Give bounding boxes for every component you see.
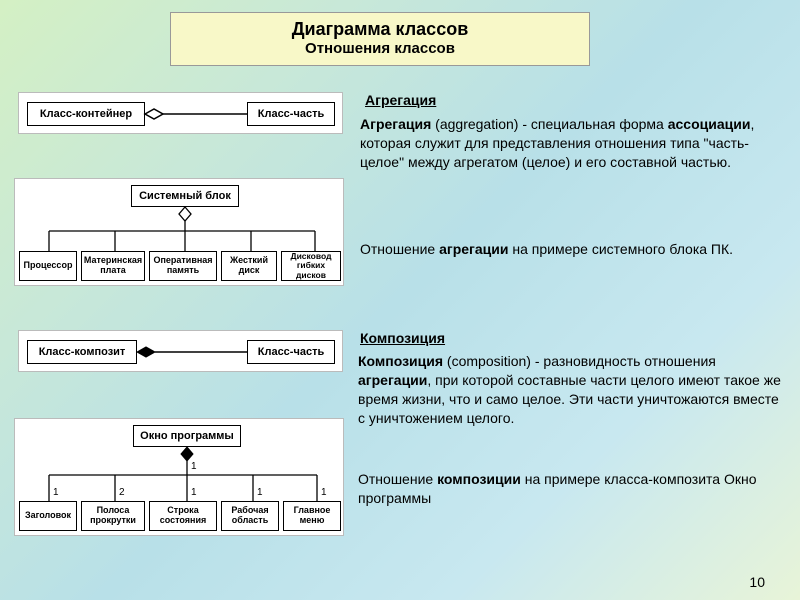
term: Агрегация: [360, 116, 431, 132]
composition-basic-diagram: Класс-композит Класс-часть: [18, 330, 343, 372]
aggregation-tree-diagram: Системный блок Процессор Материнская пла…: [14, 178, 344, 286]
tree-child-workarea: Рабочая область: [221, 501, 279, 531]
composition-example-text: Отношение композиции на примере класса-к…: [358, 470, 788, 508]
title-box: Диаграмма классов Отношения классов: [170, 12, 590, 66]
tree-child-title: Заголовок: [19, 501, 77, 531]
tree-child-hdd: Жесткий диск: [221, 251, 277, 281]
class-box-container: Класс-контейнер: [27, 102, 145, 126]
aggregation-heading: Агрегация: [365, 92, 436, 108]
aggregation-example-text: Отношение агрегации на примере системног…: [360, 240, 780, 259]
root-mult: 1: [191, 461, 197, 472]
page-number: 10: [749, 574, 765, 590]
composition-definition: Композиция (composition) - разновидность…: [358, 352, 788, 428]
aggregation-definition: Агрегация (aggregation) - специальная фо…: [360, 115, 780, 172]
aggregation-connector: [145, 102, 247, 126]
composition-heading: Композиция: [360, 330, 445, 346]
title-sub: Отношения классов: [171, 40, 589, 57]
class-box-composite: Класс-композит: [27, 340, 137, 364]
aggregation-basic-diagram: Класс-контейнер Класс-часть: [18, 92, 343, 134]
tree-child-scroll: Полоса прокрутки: [81, 501, 145, 531]
title-main: Диаграмма классов: [171, 19, 589, 40]
tree-child-menu: Главное меню: [283, 501, 341, 531]
class-box-part: Класс-часть: [247, 102, 335, 126]
composition-tree-diagram: Окно программы 1 1 2 1 1 1 Заголовок Пол…: [14, 418, 344, 536]
tree-child-mb: Материнская плата: [81, 251, 145, 281]
tree-child-cpu: Процессор: [19, 251, 77, 281]
tree-child-ram: Оперативная память: [149, 251, 217, 281]
tree-child-fdd: Дисковод гибких дисков: [281, 251, 341, 281]
tree-child-status: Строка состояния: [149, 501, 217, 531]
class-box-part2: Класс-часть: [247, 340, 335, 364]
composition-connector: [137, 340, 247, 364]
